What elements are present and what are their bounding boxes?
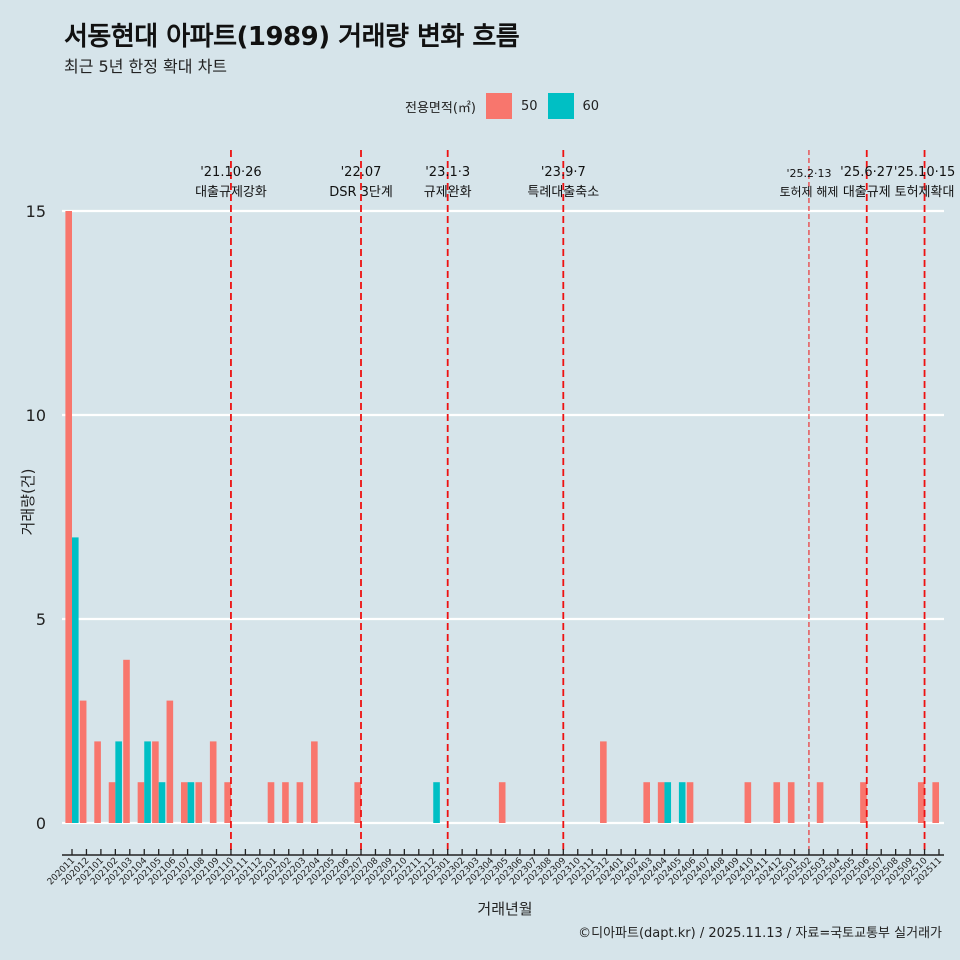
bar-50-202406	[686, 782, 694, 823]
bar-60-202102	[115, 741, 122, 823]
bar-50-202201	[267, 782, 275, 823]
bar-60-202105	[158, 782, 166, 823]
bar-50-202202	[282, 782, 289, 823]
bar-50-202106	[166, 700, 174, 823]
bar-50-202012	[79, 700, 87, 823]
x-axis-label: 거래년월	[477, 900, 532, 918]
bar-50-202104	[137, 782, 145, 823]
bar-50-202108	[195, 782, 203, 823]
caption: ©디아파트(dapt.kr) / 2025.11.13 / 자료=국토교통부 실…	[578, 926, 942, 941]
y-axis-label: 거래량(건)	[19, 469, 37, 536]
event-label: 특례대출축소	[527, 185, 599, 200]
bar-60-202405	[678, 782, 686, 823]
bar-50-202107	[181, 782, 188, 823]
bar-50-202109	[209, 741, 217, 823]
bar-50-202204	[311, 741, 318, 823]
event-date: '22.07	[341, 165, 382, 180]
legend-title: 전용면적(㎡)	[405, 100, 476, 116]
bar-50-202404	[657, 782, 665, 823]
bar-50-202410	[744, 782, 752, 823]
event-label: 규제완화	[424, 185, 472, 200]
bar-60-202107	[187, 782, 195, 823]
bar-50-202207	[354, 782, 361, 823]
bar-50-202503	[816, 782, 824, 823]
event-label: DSR 3단계	[329, 185, 393, 200]
legend-swatch-50	[485, 93, 512, 119]
chart-subtitle: 최근 5년 한정 확대 차트	[64, 57, 228, 76]
event-date: '21.10·26	[200, 165, 261, 180]
bar-50-202103	[123, 659, 130, 823]
bar-50-202105	[152, 741, 159, 823]
event-date: '25.10·15	[894, 165, 955, 180]
bar-50-202110	[224, 782, 231, 823]
bar-60-202404	[664, 782, 672, 823]
bar-50-202511	[932, 782, 939, 823]
y-tick-label: 10	[26, 406, 46, 425]
bar-50-202305	[498, 782, 506, 823]
y-tick-label: 0	[36, 814, 46, 833]
bar-60-202011	[72, 537, 79, 823]
bar-60-202104	[144, 741, 151, 823]
event-date: '25.2·13	[786, 167, 831, 180]
bar-50-202403	[643, 782, 650, 823]
legend: 전용면적(㎡) 50 60	[405, 93, 599, 119]
bar-50-202102	[108, 782, 116, 823]
y-tick-label: 15	[26, 202, 46, 221]
event-date: '23.1·3	[425, 165, 470, 180]
bar-50-202412	[773, 782, 781, 823]
event-label: 대출규제강화	[195, 185, 267, 200]
legend-swatch-60	[547, 93, 574, 119]
bar-50-202501	[787, 782, 795, 823]
bar-50-202510	[917, 782, 925, 823]
bar-50-202506	[860, 782, 867, 823]
event-label: 토허제확대	[895, 185, 955, 200]
legend-label-50: 50	[520, 98, 538, 114]
event-label: 토허제 해제	[779, 185, 838, 199]
bar-50-202203	[296, 782, 304, 823]
bar-60-202212	[433, 782, 440, 823]
bar-50-202011	[65, 211, 72, 823]
event-date: '23.9·7	[541, 165, 586, 180]
bar-50-202101	[94, 741, 101, 823]
event-date: '25.6·27	[840, 165, 893, 180]
chart-title: 서동현대 아파트(1989) 거래량 변화 흐름	[64, 22, 520, 52]
legend-label-60: 60	[582, 98, 600, 114]
bar-50-202312	[600, 741, 607, 823]
y-tick-label: 5	[36, 610, 46, 629]
event-label: 대출규제	[843, 185, 891, 200]
